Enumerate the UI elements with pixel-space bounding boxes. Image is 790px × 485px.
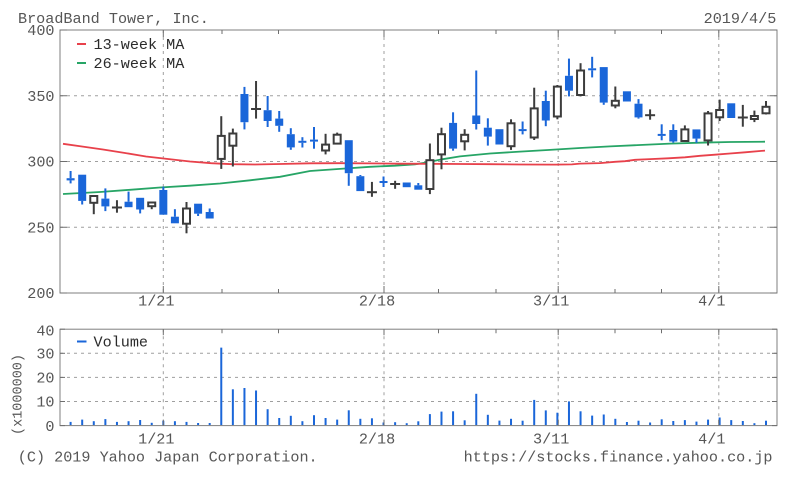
svg-text:40: 40 (36, 323, 54, 341)
svg-text:(x1000000): (x1000000) (12, 354, 27, 435)
svg-text:10: 10 (36, 394, 54, 412)
svg-text:(C) 2019 Yahoo Japan Corporati: (C) 2019 Yahoo Japan Corporation. (18, 448, 318, 466)
svg-text:2/18: 2/18 (359, 431, 395, 449)
svg-text:2/18: 2/18 (359, 293, 395, 311)
svg-text:4/1: 4/1 (698, 431, 725, 449)
svg-text:1/21: 1/21 (138, 431, 174, 449)
svg-text:200: 200 (27, 285, 54, 303)
svg-text:400: 400 (27, 22, 54, 40)
svg-text:4/1: 4/1 (698, 293, 725, 311)
svg-text:https://stocks.finance.yahoo.c: https://stocks.finance.yahoo.co.jp (464, 448, 773, 466)
svg-text:20: 20 (36, 370, 54, 388)
svg-text:1/21: 1/21 (138, 293, 174, 311)
svg-text:26-week MA: 26-week MA (94, 55, 186, 73)
svg-text:0: 0 (45, 418, 54, 436)
svg-text:13-week MA: 13-week MA (94, 36, 186, 54)
svg-text:350: 350 (27, 88, 54, 106)
svg-text:2019/4/5: 2019/4/5 (704, 10, 777, 28)
svg-text:300: 300 (27, 154, 54, 172)
svg-text:3/11: 3/11 (533, 293, 569, 311)
svg-text:30: 30 (36, 346, 54, 364)
svg-text:3/11: 3/11 (533, 431, 569, 449)
svg-text:Volume: Volume (94, 334, 149, 352)
svg-text:BroadBand Tower, Inc.: BroadBand Tower, Inc. (18, 10, 209, 28)
svg-text:250: 250 (27, 219, 54, 237)
